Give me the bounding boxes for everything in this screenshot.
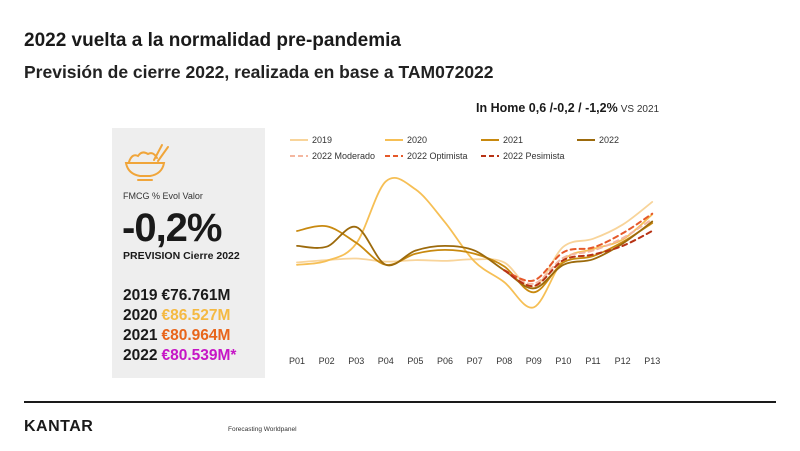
- x-tick-label: P12: [615, 356, 631, 366]
- total-year: 2020: [123, 307, 158, 324]
- kpi-label: FMCG % Evol Valor: [123, 191, 203, 201]
- x-tick-label: P09: [526, 356, 542, 366]
- page-title: 2022 vuelta a la normalidad pre-pandemia: [24, 30, 401, 51]
- total-row-2020: 2020 €86.527M: [123, 306, 236, 326]
- total-amount: €76.761M: [161, 287, 231, 304]
- series-line-2019: [296, 201, 654, 289]
- x-tick-label: P04: [378, 356, 394, 366]
- x-tick-label: P10: [555, 356, 571, 366]
- x-tick-label: P03: [348, 356, 364, 366]
- footer-note: Forecasting Worldpanel: [228, 426, 297, 433]
- total-row-2021: 2021 €80.964M: [123, 326, 236, 346]
- total-row-2019: 2019 €76.761M: [123, 286, 236, 306]
- bowl-chopsticks-icon: [124, 144, 169, 181]
- total-row-2022: 2022 €80.539M*: [123, 346, 236, 366]
- x-tick-label: P07: [467, 356, 483, 366]
- total-year: 2019: [123, 287, 158, 304]
- series-line-2022-optimista: [503, 212, 654, 282]
- legend-label: 2022 Moderado: [312, 151, 375, 161]
- legend-label: 2022: [599, 135, 619, 145]
- x-tick-label: P13: [644, 356, 660, 366]
- total-amount: €80.964M: [161, 327, 231, 344]
- in-home-text: In Home 0,6 /-0,2 / -1,2%: [476, 101, 618, 115]
- legend-label: 2019: [312, 135, 332, 145]
- x-tick-label: P05: [407, 356, 423, 366]
- total-year: 2022: [123, 347, 158, 364]
- brand-logo: KANTAR: [24, 418, 94, 435]
- series-line-2022-pesimista: [503, 230, 654, 288]
- in-home-vs: VS 2021: [620, 104, 660, 115]
- legend-label: 2021: [503, 135, 523, 145]
- x-tick-label: P11: [585, 356, 600, 366]
- x-tick-label: P08: [496, 356, 512, 366]
- series-line-2022: [296, 220, 654, 290]
- x-tick-label: P01: [289, 356, 305, 366]
- footer-divider: [24, 401, 776, 403]
- legend-label: 2020: [407, 135, 427, 145]
- total-amount: €80.539M*: [161, 347, 237, 364]
- x-tick-label: P06: [437, 356, 453, 366]
- page-subtitle: Previsión de cierre 2022, realizada en b…: [24, 62, 494, 82]
- kpi-panel: FMCG % Evol Valor -0,2% PREVISION Cierre…: [112, 128, 265, 378]
- series-line-2022-moderado: [503, 218, 654, 285]
- total-amount: €86.527M: [161, 307, 231, 324]
- series-line-2020: [296, 176, 654, 309]
- total-year: 2021: [123, 327, 158, 344]
- series-line-2021: [296, 222, 654, 294]
- annual-totals: 2019 €76.761M 2020 €86.527M 2021 €80.964M 2…: [123, 286, 236, 366]
- kpi-caption: PREVISION Cierre 2022: [123, 250, 240, 262]
- x-tick-label: P02: [319, 356, 335, 366]
- legend-label: 2022 Pesimista: [503, 151, 565, 161]
- in-home-summary: In Home 0,6 /-0,2 / -1,2% VS 2021: [476, 101, 659, 115]
- legend-label: 2022 Optimista: [407, 151, 468, 161]
- kpi-value: -0,2%: [122, 206, 222, 250]
